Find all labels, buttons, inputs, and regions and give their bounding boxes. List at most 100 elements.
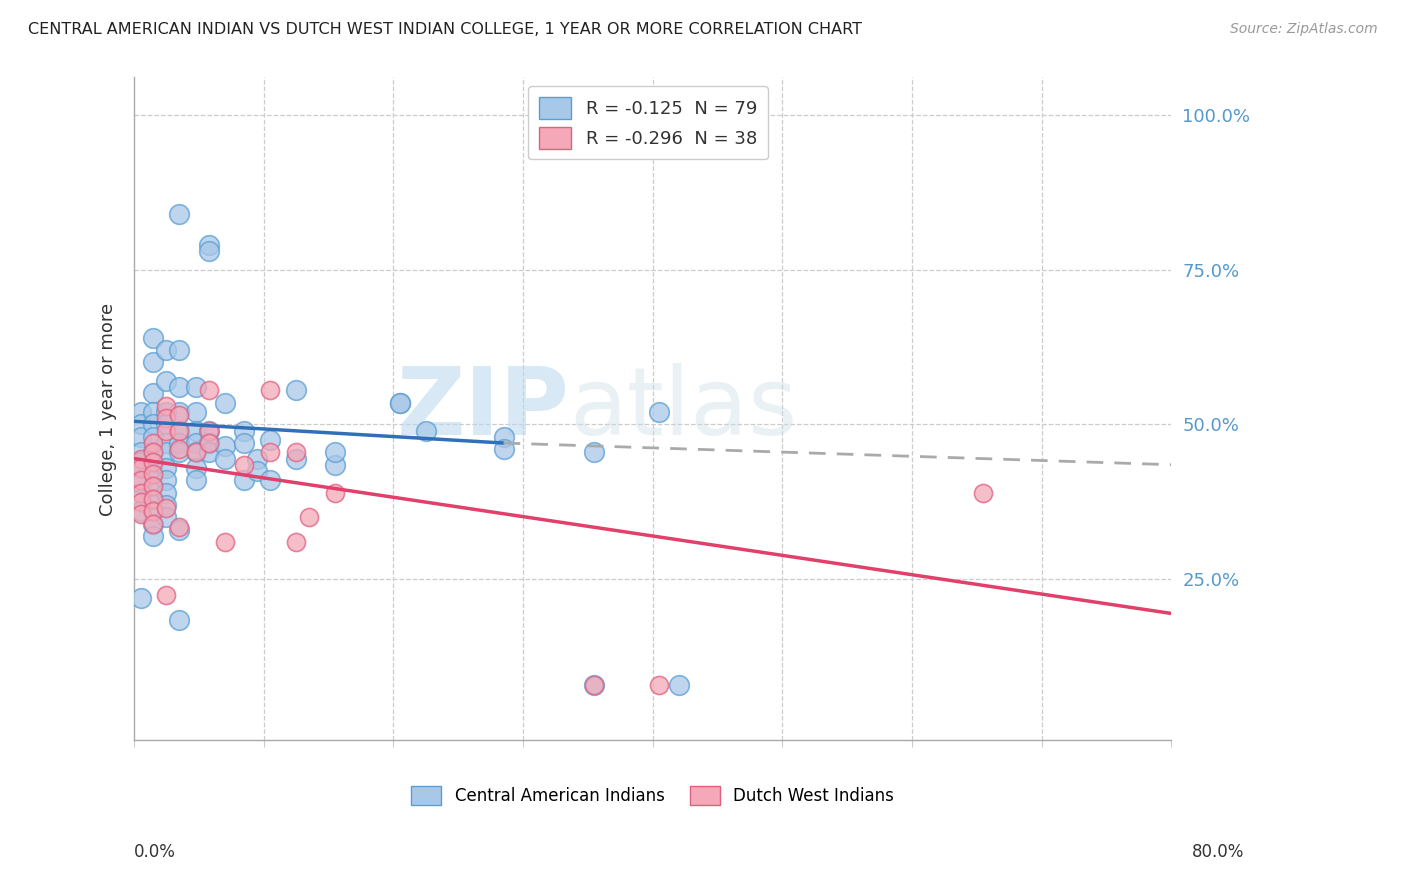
Point — [186, 445, 208, 459]
Point — [259, 384, 281, 398]
Point — [259, 473, 281, 487]
Point — [186, 460, 208, 475]
Point — [142, 491, 165, 506]
Point — [129, 460, 152, 475]
Point — [214, 451, 236, 466]
Point — [169, 613, 191, 627]
Point — [169, 424, 191, 438]
Point — [142, 430, 165, 444]
Point — [186, 473, 208, 487]
Point — [129, 473, 152, 487]
Point — [129, 485, 152, 500]
Point — [198, 384, 221, 398]
Point — [198, 424, 221, 438]
Point — [214, 535, 236, 549]
Point — [233, 436, 256, 450]
Point — [169, 408, 191, 422]
Point — [142, 516, 165, 531]
Point — [129, 417, 152, 432]
Point — [142, 331, 165, 345]
Point — [648, 678, 671, 692]
Point — [648, 405, 671, 419]
Point — [186, 380, 208, 394]
Point — [129, 460, 152, 475]
Point — [129, 491, 152, 506]
Point — [155, 501, 177, 516]
Point — [388, 396, 411, 410]
Point — [142, 529, 165, 543]
Point — [583, 445, 606, 459]
Point — [285, 384, 308, 398]
Point — [169, 445, 191, 459]
Point — [323, 485, 346, 500]
Point — [142, 467, 165, 481]
Point — [246, 464, 269, 478]
Text: CENTRAL AMERICAN INDIAN VS DUTCH WEST INDIAN COLLEGE, 1 YEAR OR MORE CORRELATION: CENTRAL AMERICAN INDIAN VS DUTCH WEST IN… — [28, 22, 862, 37]
Point — [142, 405, 165, 419]
Point — [129, 495, 152, 509]
Point — [169, 380, 191, 394]
Point — [233, 424, 256, 438]
Point — [142, 455, 165, 469]
Point — [129, 430, 152, 444]
Point — [129, 451, 152, 466]
Point — [169, 424, 191, 438]
Point — [155, 473, 177, 487]
Point — [142, 455, 165, 469]
Point — [142, 467, 165, 481]
Point — [129, 445, 152, 459]
Point — [186, 445, 208, 459]
Point — [129, 591, 152, 605]
Point — [169, 405, 191, 419]
Y-axis label: College, 1 year or more: College, 1 year or more — [100, 302, 117, 516]
Point — [169, 519, 191, 533]
Point — [155, 510, 177, 524]
Point — [169, 523, 191, 537]
Point — [142, 436, 165, 450]
Text: Source: ZipAtlas.com: Source: ZipAtlas.com — [1230, 22, 1378, 37]
Point — [155, 417, 177, 432]
Point — [142, 445, 165, 459]
Point — [972, 485, 994, 500]
Point — [233, 458, 256, 472]
Point — [142, 504, 165, 518]
Point — [142, 386, 165, 401]
Point — [142, 479, 165, 493]
Point — [155, 485, 177, 500]
Point — [186, 405, 208, 419]
Point — [129, 476, 152, 491]
Point — [285, 451, 308, 466]
Point — [198, 244, 221, 258]
Point — [259, 433, 281, 447]
Text: 80.0%: 80.0% — [1192, 843, 1244, 861]
Point — [155, 411, 177, 425]
Point — [285, 445, 308, 459]
Point — [198, 436, 221, 450]
Text: ZIP: ZIP — [396, 363, 569, 455]
Point — [323, 458, 346, 472]
Point — [155, 588, 177, 602]
Text: 0.0%: 0.0% — [134, 843, 176, 861]
Point — [169, 343, 191, 357]
Point — [142, 479, 165, 493]
Point — [246, 451, 269, 466]
Point — [155, 424, 177, 438]
Text: atlas: atlas — [569, 363, 799, 455]
Point — [214, 396, 236, 410]
Point — [323, 445, 346, 459]
Point — [388, 396, 411, 410]
Point — [129, 455, 152, 469]
Point — [214, 439, 236, 453]
Point — [142, 417, 165, 432]
Point — [285, 535, 308, 549]
Point — [198, 237, 221, 252]
Point — [142, 355, 165, 369]
Point — [155, 405, 177, 419]
Point — [155, 343, 177, 357]
Point — [169, 442, 191, 457]
Point — [129, 405, 152, 419]
Point — [155, 460, 177, 475]
Legend: Central American Indians, Dutch West Indians: Central American Indians, Dutch West Ind… — [405, 780, 900, 812]
Point — [259, 445, 281, 459]
Point — [198, 424, 221, 438]
